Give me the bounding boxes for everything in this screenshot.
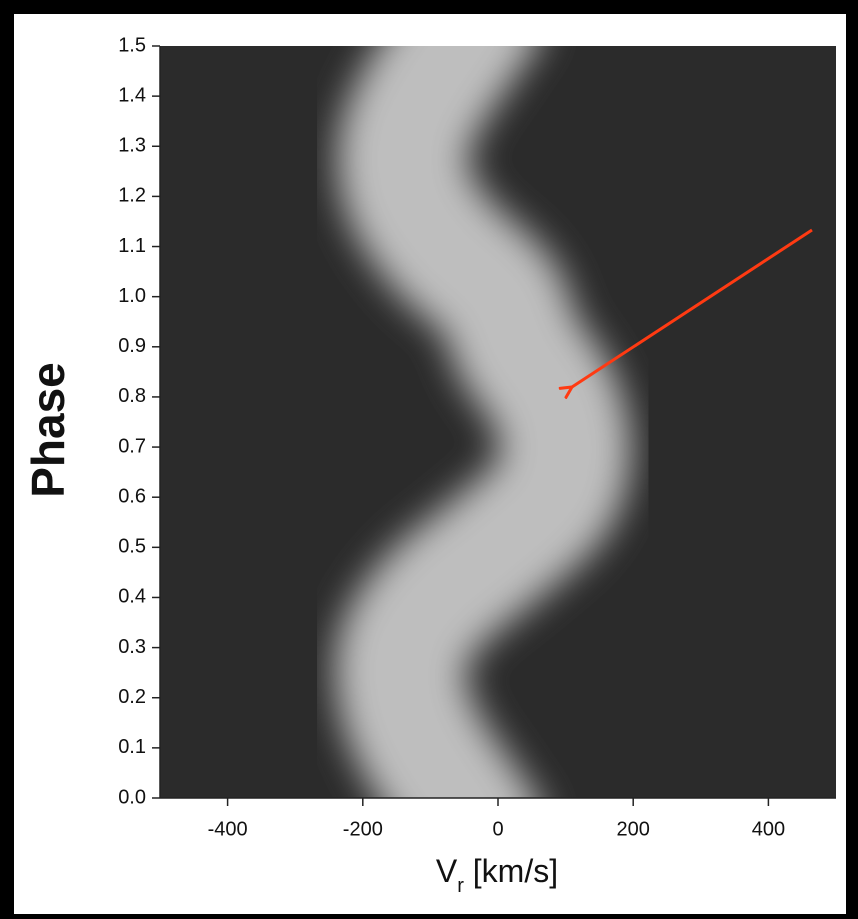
y-tick-label: 0.6 — [118, 485, 146, 507]
y-tick-label: 0.9 — [118, 335, 146, 357]
x-tick-label: -400 — [208, 819, 248, 841]
y-tick-label: 0.0 — [118, 786, 146, 808]
x-tick-label: -200 — [343, 819, 383, 841]
y-tick-label: 0.1 — [118, 736, 146, 758]
y-tick-label: 0.5 — [118, 536, 146, 558]
arrow — [572, 228, 813, 387]
y-tick-label: 1.0 — [118, 285, 146, 307]
y-tick-label: 0.2 — [118, 686, 146, 708]
y-tick-label: 1.1 — [118, 235, 146, 257]
y-tick-label: 0.3 — [118, 636, 146, 658]
x-tick-label: 200 — [617, 819, 650, 841]
x-label-main: V — [436, 853, 458, 889]
y-tick-label: 0.8 — [118, 385, 146, 407]
y-tick-label: 0.7 — [118, 435, 146, 457]
emission-band — [334, 46, 631, 798]
x-tick-label: 0 — [492, 819, 503, 841]
x-tick-label: 400 — [752, 819, 785, 841]
band-group — [334, 46, 631, 798]
y-tick-label: 1.5 — [118, 34, 146, 56]
x-axis-label: Vr [km/s] — [436, 853, 558, 897]
x-label-sub: r — [457, 875, 464, 897]
y-tick-label: 0.4 — [118, 586, 146, 608]
y-axis-label: Phase — [22, 362, 74, 498]
x-label-rest: [km/s] — [464, 853, 558, 889]
y-tick-label: 1.4 — [118, 84, 146, 106]
y-tick-label: 1.2 — [118, 185, 146, 207]
y-tick-label: 1.3 — [118, 135, 146, 157]
